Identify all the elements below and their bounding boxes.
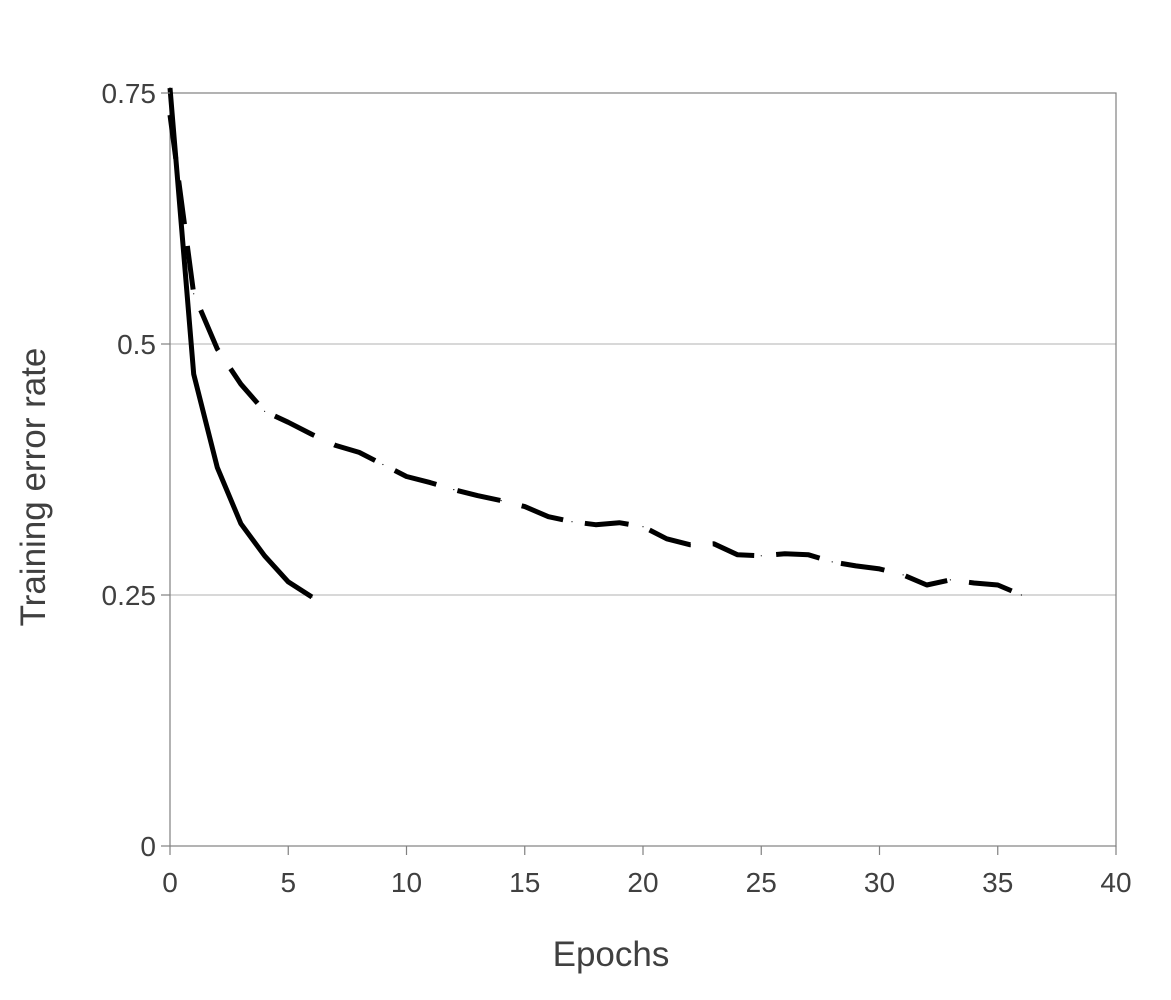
series-1-point-15: [524, 506, 526, 508]
x-tick-label-0: 0: [162, 867, 178, 898]
x-tick-label-7: 35: [982, 867, 1013, 898]
x-tick-label-5: 25: [746, 867, 777, 898]
series-0-point-3: [240, 523, 242, 525]
series-1-point-28: [831, 561, 833, 563]
series-1-point-7: [334, 444, 337, 446]
series-1-point-16: [547, 516, 550, 518]
series-0-point-0: [169, 87, 171, 89]
series-1-point-22: [689, 544, 691, 546]
series-1-point-9: [382, 463, 384, 466]
series-1-dashed: [167, 114, 1023, 598]
series-line-0: [167, 87, 314, 600]
series-0-point-4: [264, 555, 266, 557]
x-tick-label-1: 5: [280, 867, 296, 898]
series-1-point-19: [618, 522, 620, 524]
x-tick-label-4: 20: [627, 867, 658, 898]
x-axis-title: Epochs: [553, 935, 670, 974]
series-1-point-13: [476, 495, 478, 497]
series-1-point-30: [878, 568, 881, 570]
series-1-point-2: [216, 348, 218, 350]
series-1-point-23: [713, 543, 715, 545]
y-axis-title: Training error rate: [14, 348, 53, 627]
y-tick-label-3: 0.75: [102, 78, 157, 109]
y-tick-label-1: 0.25: [102, 580, 157, 611]
series-1-point-34: [973, 582, 975, 584]
series-0-point-6: [311, 596, 313, 598]
x-tick-label-3: 15: [509, 867, 540, 898]
series-1-point-25: [760, 555, 762, 557]
series-1-point-24: [737, 554, 739, 556]
series-1-point-33: [949, 579, 952, 581]
series-1-point-11: [429, 482, 431, 484]
series-1-point-4: [264, 410, 266, 412]
series-1-point-10: [405, 475, 408, 478]
series-1-point-31: [902, 574, 904, 576]
series-1-point-27: [808, 554, 810, 556]
series-1-point-36: [1020, 594, 1023, 596]
series-1-point-17: [571, 521, 573, 523]
series-group: [167, 87, 1023, 600]
series-1-point-5: [287, 421, 289, 423]
series-1-point-18: [595, 524, 597, 526]
x-tick-label-8: 40: [1100, 867, 1131, 898]
y-tick-label-2: 0.5: [117, 329, 156, 360]
series-1-point-12: [453, 489, 455, 491]
series-1-point-32: [926, 584, 928, 586]
series-1-point-29: [855, 565, 857, 567]
x-tick-label-2: 10: [391, 867, 422, 898]
gridlines: [170, 343, 1116, 596]
series-0-solid: [167, 87, 314, 600]
series-1-point-14: [500, 500, 502, 502]
plot-area-frame: [169, 92, 1117, 847]
series-1-point-1: [193, 293, 195, 295]
x-tick-label-6: 30: [864, 867, 895, 898]
series-0-point-2: [216, 466, 218, 469]
series-1-point-20: [642, 526, 644, 528]
axis-ticks: 0 0.25 0.5 0.75 0 5 10 15 20 25 30 35 40: [102, 78, 1132, 898]
series-1-point-26: [784, 553, 786, 555]
series-1-point-6: [311, 433, 313, 435]
series-0-point-5: [287, 581, 289, 583]
series-1-point-3: [240, 383, 242, 385]
series-line-1: [167, 114, 1023, 598]
series-0-point-1: [193, 373, 195, 375]
y-tick-label-0: 0: [140, 831, 156, 862]
series-1-point-21: [666, 538, 668, 540]
series-1-point-8: [358, 451, 360, 453]
series-1-point-0: [169, 114, 171, 116]
series-1-point-35: [997, 584, 999, 586]
